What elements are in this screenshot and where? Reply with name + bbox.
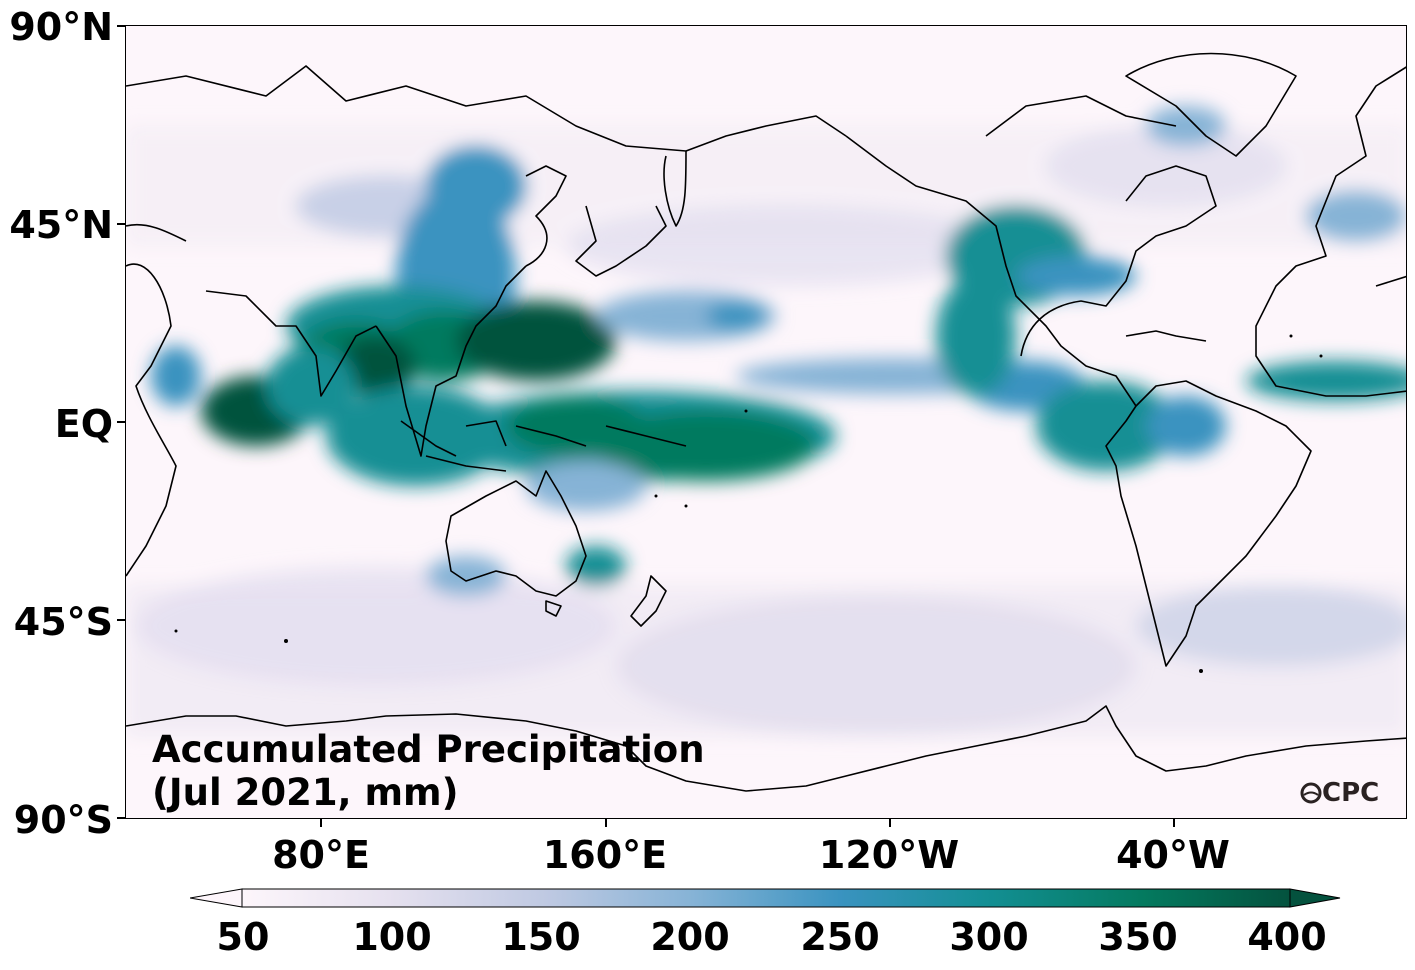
lon-tick-160e bbox=[605, 819, 607, 827]
map-subtitle: (Jul 2021, mm) bbox=[152, 771, 459, 814]
lat-label-eq: EQ bbox=[54, 402, 113, 446]
lat-tick-90n bbox=[117, 25, 125, 27]
colorbar-tick-100: 100 bbox=[352, 915, 432, 959]
lon-label-160e: 160°E bbox=[542, 833, 668, 877]
map-title: Accumulated Precipitation bbox=[152, 728, 705, 771]
lon-label-120w: 120°W bbox=[818, 833, 960, 877]
colorbar-tick-350: 350 bbox=[1098, 915, 1178, 959]
colorbar bbox=[190, 888, 1341, 908]
lon-tick-40w bbox=[1173, 819, 1175, 827]
precipitation-field bbox=[126, 106, 1406, 736]
lat-label-90n: 90°N bbox=[9, 5, 113, 49]
precipitation-map bbox=[125, 25, 1407, 819]
lat-tick-45s bbox=[117, 619, 125, 621]
lon-label-40w: 40°W bbox=[1116, 833, 1230, 877]
colorbar-tick-150: 150 bbox=[501, 915, 581, 959]
colorbar-tick-200: 200 bbox=[650, 915, 730, 959]
colorbar-tick-250: 250 bbox=[800, 915, 880, 959]
lat-tick-45n bbox=[117, 223, 125, 225]
colorbar-extend-low bbox=[190, 888, 243, 908]
islands bbox=[174, 334, 1323, 673]
lat-label-45n: 45°N bbox=[9, 203, 113, 247]
colorbar-tick-50: 50 bbox=[216, 915, 270, 959]
lat-tick-eq bbox=[117, 421, 125, 423]
colorbar-tick-400: 400 bbox=[1247, 915, 1327, 959]
coastlines bbox=[126, 52, 1406, 792]
cpc-logo: CPC bbox=[1300, 780, 1379, 806]
lon-tick-80e bbox=[320, 819, 322, 827]
lon-tick-120w bbox=[889, 819, 891, 827]
cpc-logo-icon bbox=[1300, 782, 1322, 804]
lat-label-45s: 45°S bbox=[13, 600, 113, 644]
colorbar-gradient bbox=[241, 888, 1291, 908]
cpc-logo-text: CPC bbox=[1322, 778, 1380, 808]
colorbar-tick-300: 300 bbox=[949, 915, 1029, 959]
lat-label-90s: 90°S bbox=[13, 798, 113, 842]
colorbar-extend-high bbox=[1289, 888, 1341, 908]
map-canvas bbox=[126, 52, 1406, 792]
lat-tick-90s bbox=[117, 817, 125, 819]
lon-label-80e: 80°E bbox=[272, 833, 370, 877]
